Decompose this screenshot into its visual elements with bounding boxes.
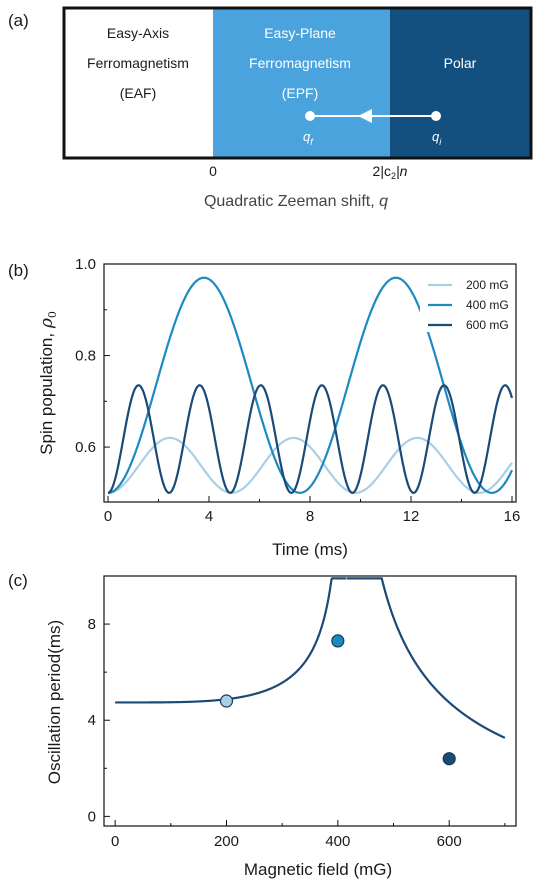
plot-b-xtick-label: 0 [104,508,112,525]
plot-b-ytick-label: 0.8 [75,348,96,365]
plot-c-ytick-label: 4 [88,712,96,729]
plot-c-frame [103,575,517,827]
period-curve-right [346,577,506,739]
plot-b-xtick-label: 12 [403,508,420,525]
period-curve-left [115,577,346,704]
panel-b-label: (b) [8,261,29,280]
series-line-200mg [107,436,513,494]
svg-text:Ferromagnetism: Ferromagnetism [87,55,189,71]
data-marker [331,634,345,648]
plot-c-ytick-label: 0 [88,808,96,825]
plot-b-xtick-label: 16 [504,508,521,525]
region-eaf-label: Easy-Axis Ferromagnetism (EAF) [87,25,189,101]
plot-c-xtick-label: 200 [214,833,239,850]
region-eaf [64,8,213,158]
svg-text:Polar: Polar [444,55,477,71]
plot-c: 0 200 400 600 0 4 8 [88,577,506,850]
plot-b-ytick-label: 0.6 [75,439,96,456]
plot-b-legend: 200 mG 400 mG 600 mG [420,272,514,332]
plot-b: 0 4 8 12 16 0.6 0.8 1.0 [75,256,520,525]
legend-label: 600 mG [466,318,509,332]
plot-c-xtick-label: 400 [325,833,350,850]
qf-label: qf [303,129,314,147]
plot-c-xlabel: Magnetic field (mG) [244,860,392,879]
svg-text:(EAF): (EAF) [120,85,157,101]
legend-background [420,272,514,332]
svg-text:Easy-Axis: Easy-Axis [107,25,169,41]
qf-marker [305,111,315,121]
plot-b-ylabel: Spin population, ρ0 [37,311,59,455]
region-polar [390,8,531,158]
qi-label: qi [432,129,442,147]
qi-marker [431,111,441,121]
svg-text:Easy-Plane: Easy-Plane [264,25,336,41]
plot-c-xtick-label: 600 [437,833,462,850]
legend-label: 200 mG [466,278,509,292]
plot-b-frame [103,263,517,503]
quench-arrow-head [358,109,372,123]
data-marker [219,694,234,708]
panel-a-label: (a) [8,11,29,30]
phase-diagram-frame [62,6,533,160]
panel-a-xlabel: Quadratic Zeeman shift, q [204,193,388,210]
series-line-400mg [107,276,513,494]
plot-c-xtick-label: 0 [111,833,119,850]
tick-zero: 0 [209,163,217,179]
legend-label: 400 mG [466,298,509,312]
plot-b-xtick-label: 8 [306,508,314,525]
plot-b-xtick-label: 4 [205,508,213,525]
region-epf-label: Easy-Plane Ferromagnetism (EPF) [249,25,351,101]
region-epf [213,8,390,158]
plot-b-xlabel: Time (ms) [272,540,348,559]
svg-text:Ferromagnetism: Ferromagnetism [249,55,351,71]
series-line-600mg [107,384,514,494]
region-polar-label: Polar [444,55,477,71]
data-marker [442,752,456,766]
panel-c-label: (c) [8,571,28,590]
plot-c-ylabel: Oscillation period(ms) [45,620,64,784]
tick-2c2n: 2|c2|n [373,163,408,181]
plot-b-ytick-label: 1.0 [75,256,96,273]
plot-c-ytick-label: 8 [88,616,96,633]
svg-text:(EPF): (EPF) [282,85,319,101]
